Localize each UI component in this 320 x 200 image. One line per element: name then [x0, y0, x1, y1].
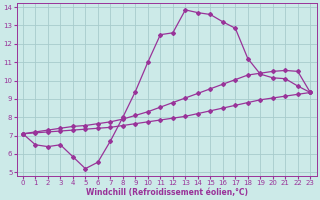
- X-axis label: Windchill (Refroidissement éolien,°C): Windchill (Refroidissement éolien,°C): [85, 188, 248, 197]
